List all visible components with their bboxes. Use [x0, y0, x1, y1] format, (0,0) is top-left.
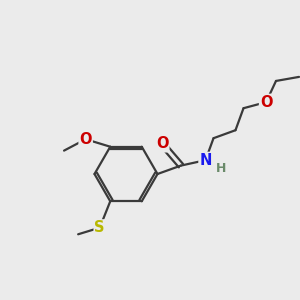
Text: S: S	[94, 220, 105, 235]
Text: O: O	[260, 95, 272, 110]
Text: O: O	[80, 132, 92, 147]
Text: O: O	[156, 136, 169, 152]
Text: H: H	[216, 162, 226, 175]
Text: N: N	[199, 153, 212, 168]
